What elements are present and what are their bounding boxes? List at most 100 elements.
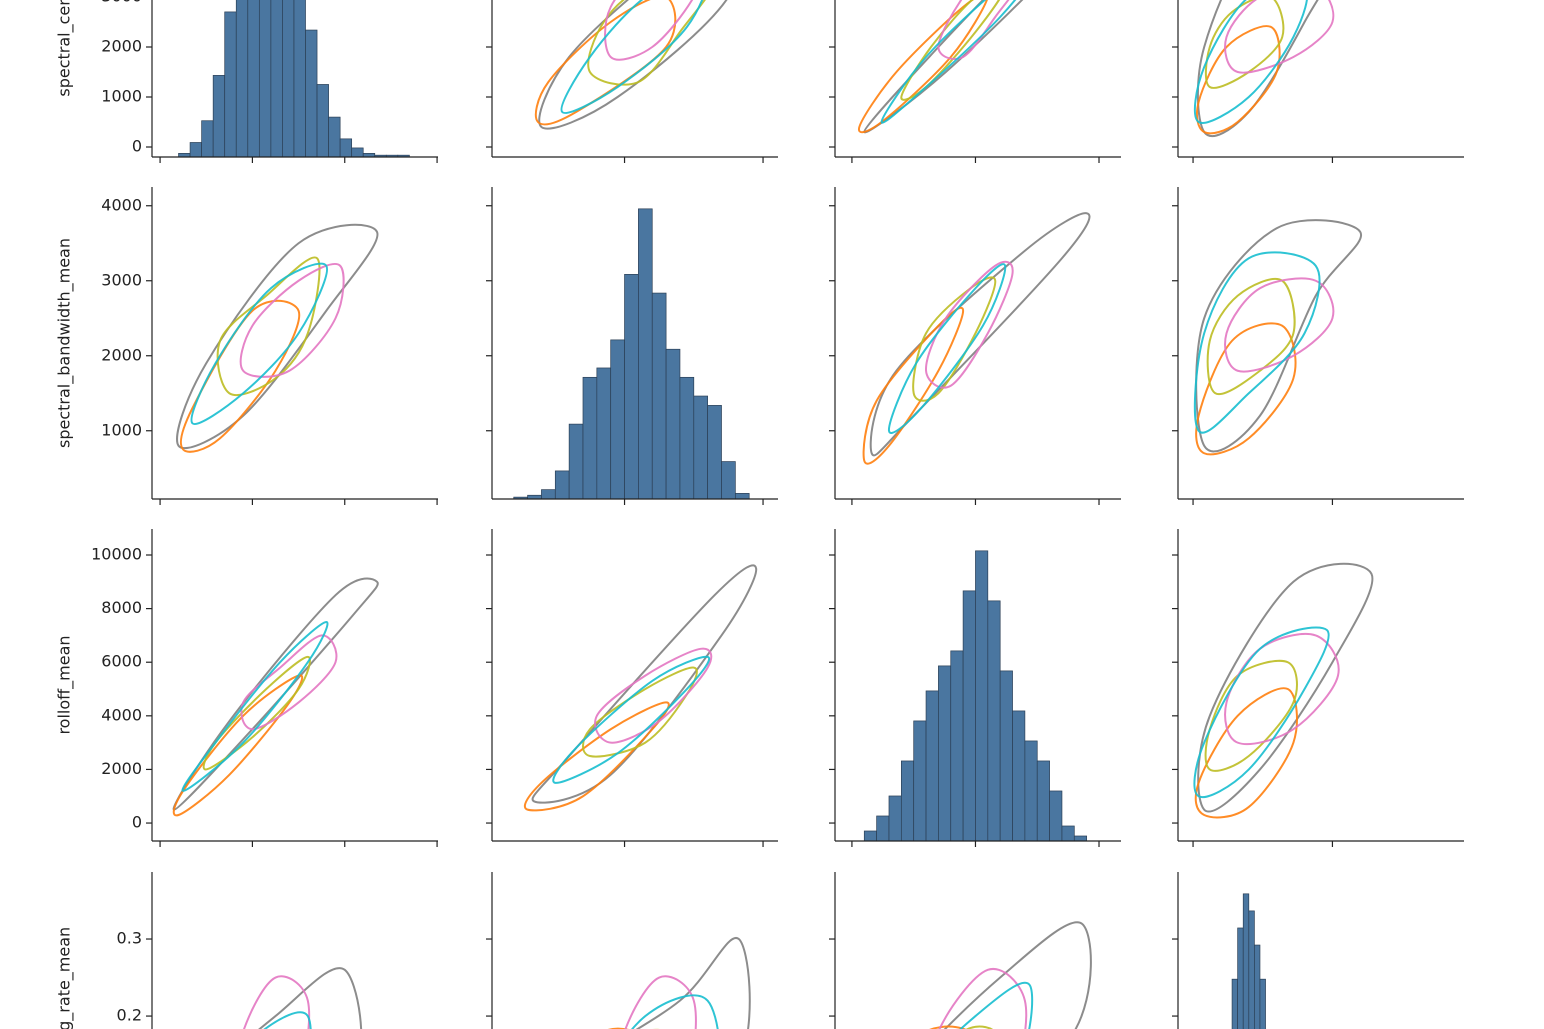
- kde-contour: [594, 647, 713, 744]
- kde-contour: [880, 0, 1017, 124]
- y-tick-label: 3000: [101, 0, 142, 6]
- histogram-bar: [624, 274, 639, 499]
- plot-area: [243, 967, 363, 1029]
- y-tick-label: 2000: [101, 37, 142, 56]
- kde-contour: [1193, 0, 1308, 124]
- kde-contour: [216, 256, 321, 396]
- kde-contour: [1224, 633, 1340, 745]
- histogram-bar: [305, 29, 318, 157]
- histogram-bar: [212, 75, 226, 157]
- panel: 0.2 0.3 zero_crossing_rate_mean: [55, 872, 363, 1029]
- histogram-bar: [1061, 825, 1075, 841]
- kde-contour: [240, 634, 338, 731]
- histogram-bar: [1036, 760, 1050, 841]
- y-tick-label: 0: [132, 813, 142, 832]
- kde-contour: [869, 212, 1091, 457]
- histogram-bar: [651, 292, 667, 499]
- y-tick-label: 3000: [101, 270, 142, 289]
- histogram-bar: [282, 0, 295, 157]
- panel: [829, 872, 1092, 1029]
- histogram-bar: [962, 590, 976, 841]
- kde-contour: [1204, 659, 1298, 772]
- plot-area: [523, 564, 758, 812]
- histogram-bar: [665, 348, 681, 499]
- kde-contour: [1193, 251, 1321, 434]
- kde-contour: [534, 0, 677, 126]
- plot-area: [1231, 893, 1266, 1029]
- panel: [486, 529, 778, 847]
- histogram-bar: [693, 395, 708, 499]
- histogram-bar: [270, 0, 283, 157]
- histogram-bar: [247, 0, 260, 157]
- plot-area: [863, 550, 1088, 841]
- histogram-bar: [900, 760, 915, 841]
- histogram-bar: [610, 339, 625, 499]
- kde-contour: [258, 967, 363, 1029]
- histogram-bar: [235, 0, 249, 157]
- kde-contour: [862, 306, 965, 465]
- kde-contour: [243, 975, 311, 1029]
- plot-area: [1193, 0, 1335, 138]
- kde-contour: [587, 0, 706, 86]
- kde-contour: [172, 577, 379, 811]
- histogram-bar: [1242, 893, 1250, 1029]
- kde-contour: [624, 975, 697, 1029]
- kde-contour: [176, 223, 379, 450]
- kde-contour: [1224, 0, 1335, 74]
- plot-area: [178, 0, 410, 157]
- histogram-bar: [568, 423, 584, 499]
- histogram-bar: [339, 138, 353, 157]
- plot-area: [929, 921, 1092, 1029]
- histogram-bar: [999, 670, 1013, 841]
- y-tick-label: 1000: [101, 87, 142, 106]
- panel: [1172, 529, 1464, 847]
- kde-contour: [190, 262, 328, 426]
- kde-contour: [912, 276, 997, 402]
- kde-contour: [202, 655, 311, 771]
- panel: 0 2000 4000 6000 8000 10000 rolloff_mean: [55, 529, 438, 847]
- histogram-bar: [596, 367, 612, 499]
- histogram-bar: [987, 600, 1001, 841]
- y-tick-label: 6000: [101, 652, 142, 671]
- kde-contour: [604, 0, 694, 61]
- histogram-bar: [554, 470, 570, 499]
- histogram-bar: [938, 665, 952, 841]
- histogram-bar: [201, 120, 214, 157]
- kde-contour: [635, 936, 751, 1029]
- histogram-bar: [541, 489, 556, 499]
- y-axis-label: rolloff_mean: [55, 635, 75, 734]
- panel: [1172, 187, 1464, 505]
- panel: [486, 872, 751, 1029]
- kde-contour: [263, 1011, 312, 1029]
- histogram-bar: [734, 493, 750, 499]
- y-tick-label: 0.3: [117, 929, 142, 948]
- kde-contour: [1195, 322, 1297, 456]
- kde-contour: [1204, 0, 1285, 89]
- y-tick-label: 4000: [101, 705, 142, 724]
- kde-contour: [1194, 687, 1298, 819]
- histogram-bar: [1049, 790, 1063, 841]
- panel: [829, 187, 1121, 505]
- plot-area: [176, 223, 379, 453]
- histogram-bar: [863, 830, 877, 841]
- panel: [1172, 872, 1266, 1029]
- kde-contour: [887, 263, 1007, 434]
- kde-contour: [1196, 25, 1281, 135]
- histogram-bar: [707, 405, 722, 499]
- kde-contour: [581, 666, 698, 758]
- histogram-bar: [679, 376, 695, 499]
- y-tick-label: 8000: [101, 598, 142, 617]
- kde-contour: [937, 0, 1010, 60]
- histogram-bar: [1248, 910, 1255, 1029]
- histogram-bar: [1231, 978, 1239, 1029]
- kde-contour: [180, 299, 301, 453]
- y-tick-label: 4000: [101, 195, 142, 214]
- histogram-bar: [1012, 710, 1026, 841]
- kde-contour: [1224, 277, 1335, 373]
- plot-area: [534, 0, 728, 130]
- y-tick-label: 2000: [101, 345, 142, 364]
- kde-contour: [239, 263, 345, 378]
- histogram-bar: [876, 815, 890, 841]
- histogram-bar: [258, 0, 272, 157]
